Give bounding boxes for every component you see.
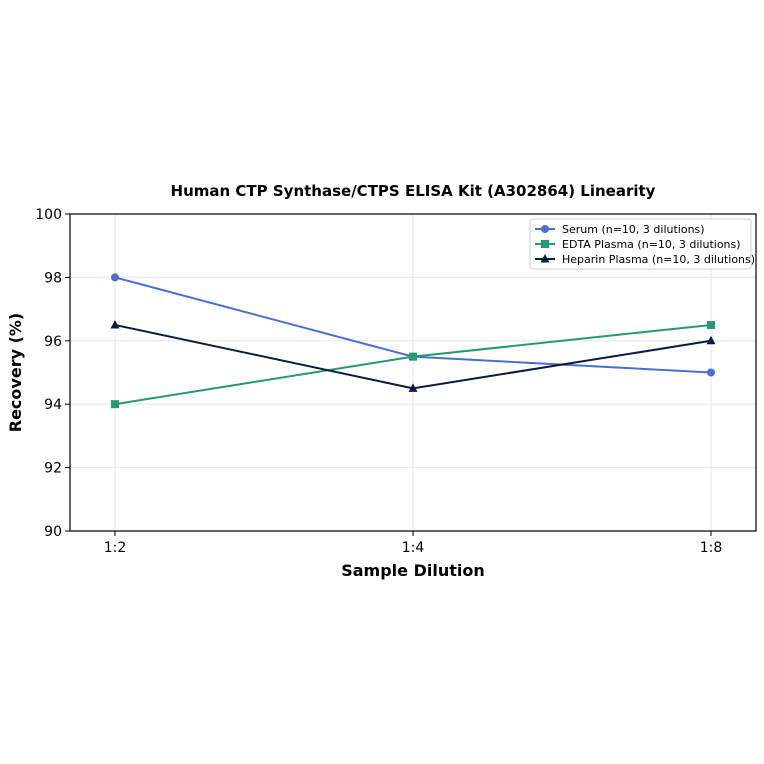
data-point xyxy=(111,400,119,409)
y-tick-label: 92 xyxy=(44,461,62,477)
series-3 xyxy=(110,319,716,392)
y-tick-label: 100 xyxy=(35,207,62,223)
legend: Serum (n=10, 3 dilutions) EDTA Plasma (n=… xyxy=(529,218,755,270)
data-point xyxy=(707,368,715,377)
series-2 xyxy=(111,320,715,409)
data-point xyxy=(707,320,715,329)
x-tick-label: 1:4 xyxy=(402,540,425,556)
legend-label: Serum (n=10, 3 dilutions) xyxy=(562,223,705,236)
legend-marker xyxy=(541,225,549,233)
data-point xyxy=(409,352,417,361)
y-tick-label: 90 xyxy=(44,524,62,540)
x-tick-label: 1:2 xyxy=(104,540,127,556)
x-axis: 1:2 1:4 1:8 xyxy=(104,531,723,556)
data-point xyxy=(110,319,120,329)
legend-marker xyxy=(540,254,550,263)
legend-label: EDTA Plasma (n=10, 3 dilutions) xyxy=(562,238,741,251)
legend-entry: EDTA Plasma (n=10, 3 dilutions) xyxy=(535,238,741,251)
legend-entry: Heparin Plasma (n=10, 3 dilutions) xyxy=(535,253,755,266)
y-tick-label: 94 xyxy=(44,397,62,413)
data-point xyxy=(706,335,716,345)
y-tick-label: 98 xyxy=(44,270,62,286)
legend-label: Heparin Plasma (n=10, 3 dilutions) xyxy=(562,253,755,266)
chart-title: Human CTP Synthase/CTPS ELISA Kit (A3028… xyxy=(171,182,656,200)
legend-entry: Serum (n=10, 3 dilutions) xyxy=(535,223,705,236)
legend-box xyxy=(529,218,752,270)
y-axis-label: Recovery (%) xyxy=(6,313,25,432)
y-axis: 90 92 94 96 98 100 xyxy=(35,207,70,540)
series xyxy=(110,273,716,409)
legend-marker xyxy=(541,240,549,248)
y-tick-label: 96 xyxy=(44,334,62,350)
data-point xyxy=(111,273,119,282)
data-point xyxy=(408,383,418,392)
x-tick-label: 1:8 xyxy=(700,540,723,556)
x-axis-label: Sample Dilution xyxy=(341,561,485,580)
